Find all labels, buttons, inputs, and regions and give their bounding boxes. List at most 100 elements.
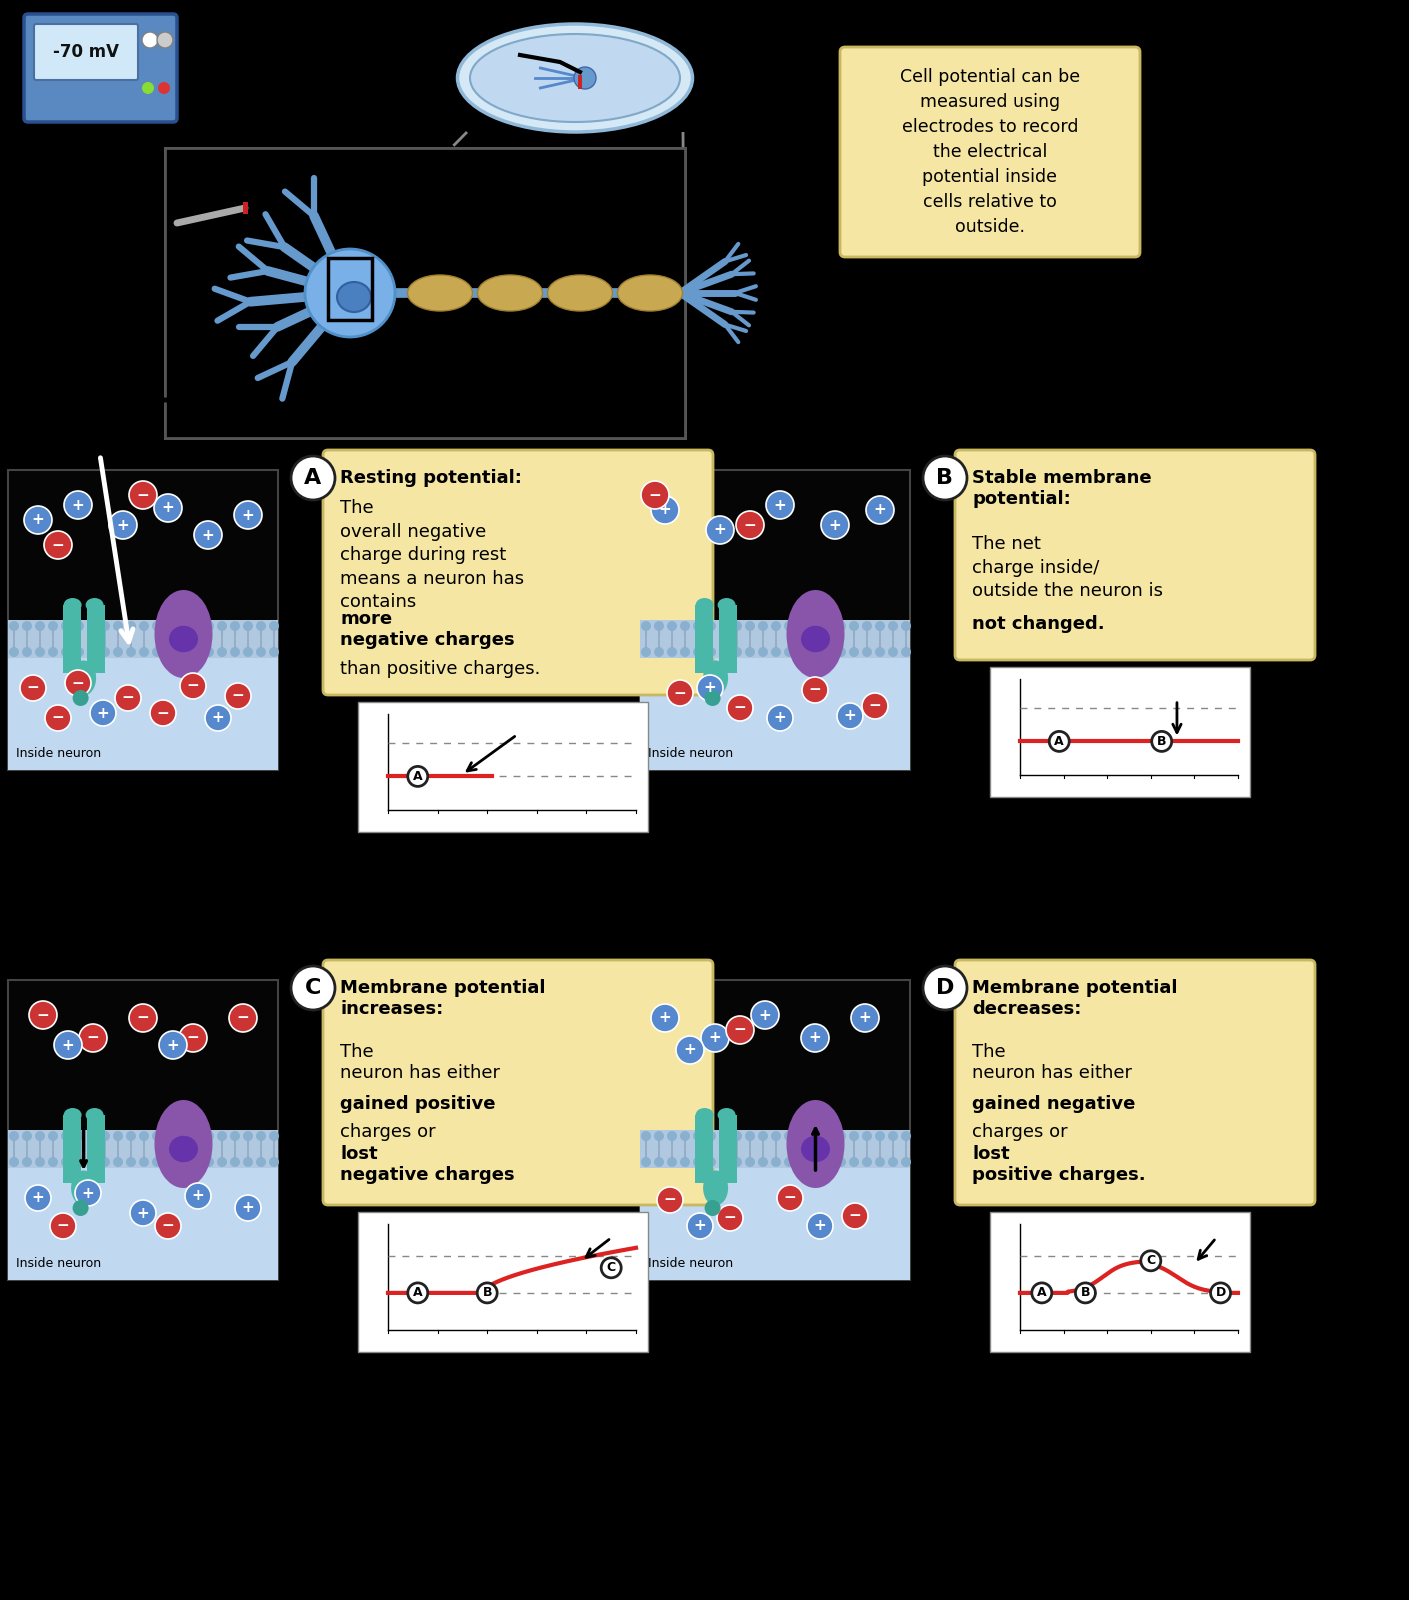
Text: +: +	[117, 517, 130, 533]
Circle shape	[256, 621, 266, 630]
Text: A: A	[304, 467, 321, 488]
Circle shape	[771, 621, 781, 630]
Bar	[719, 605, 737, 674]
Text: −: −	[664, 1192, 676, 1208]
Circle shape	[256, 646, 266, 658]
Circle shape	[688, 1213, 713, 1238]
Circle shape	[156, 32, 173, 48]
Text: +: +	[703, 680, 716, 696]
Text: +: +	[31, 512, 44, 528]
Circle shape	[888, 1157, 898, 1166]
Circle shape	[654, 621, 664, 630]
Circle shape	[75, 621, 85, 630]
Bar	[8, 1130, 278, 1168]
Circle shape	[113, 621, 123, 630]
Ellipse shape	[86, 598, 104, 611]
Circle shape	[242, 1157, 254, 1166]
Circle shape	[54, 1030, 82, 1059]
Text: The
overall negative
charge during rest
means a neuron has
contains: The overall negative charge during rest …	[340, 499, 524, 611]
Circle shape	[745, 1157, 755, 1166]
Circle shape	[165, 1157, 175, 1166]
Ellipse shape	[155, 590, 213, 678]
Text: −: −	[72, 675, 85, 691]
Circle shape	[35, 646, 45, 658]
Circle shape	[269, 1157, 279, 1166]
Circle shape	[178, 1157, 187, 1166]
FancyBboxPatch shape	[323, 450, 713, 694]
Text: Potential (mV): Potential (mV)	[971, 694, 981, 770]
Circle shape	[758, 1131, 768, 1141]
Ellipse shape	[717, 598, 735, 611]
Circle shape	[719, 621, 728, 630]
Circle shape	[783, 1157, 795, 1166]
Text: −: −	[724, 1211, 737, 1226]
Ellipse shape	[786, 590, 844, 678]
Circle shape	[1031, 1283, 1051, 1302]
Circle shape	[125, 621, 137, 630]
Circle shape	[256, 1157, 266, 1166]
Circle shape	[651, 1005, 679, 1032]
Circle shape	[862, 1157, 872, 1166]
Circle shape	[666, 646, 676, 658]
Text: +: +	[241, 507, 255, 523]
Circle shape	[783, 1131, 795, 1141]
Text: −: −	[52, 538, 65, 552]
Text: +: +	[62, 1037, 75, 1053]
Circle shape	[651, 496, 679, 525]
Text: Potential (mV): Potential (mV)	[340, 1245, 349, 1318]
Circle shape	[706, 1131, 716, 1141]
Circle shape	[192, 646, 201, 658]
Text: +: +	[72, 498, 85, 512]
Text: +: +	[201, 528, 214, 542]
Circle shape	[75, 1181, 101, 1206]
Circle shape	[242, 621, 254, 630]
Text: +: +	[844, 709, 857, 723]
Text: +: +	[809, 1030, 821, 1045]
Circle shape	[217, 1131, 227, 1141]
Circle shape	[45, 706, 70, 731]
Circle shape	[100, 621, 110, 630]
Circle shape	[269, 1131, 279, 1141]
Circle shape	[657, 1187, 683, 1213]
Circle shape	[139, 1157, 149, 1166]
Ellipse shape	[458, 24, 692, 133]
FancyBboxPatch shape	[24, 14, 178, 122]
Circle shape	[25, 1186, 51, 1211]
Text: A: A	[1054, 734, 1064, 747]
Circle shape	[693, 621, 703, 630]
Circle shape	[1141, 1251, 1161, 1270]
Circle shape	[61, 621, 70, 630]
Circle shape	[875, 646, 885, 658]
Circle shape	[783, 621, 795, 630]
Circle shape	[681, 621, 690, 630]
Circle shape	[654, 1131, 664, 1141]
Circle shape	[178, 621, 187, 630]
Circle shape	[8, 1131, 18, 1141]
Circle shape	[823, 1131, 833, 1141]
Circle shape	[776, 1186, 803, 1211]
Circle shape	[194, 522, 223, 549]
Circle shape	[745, 646, 755, 658]
Circle shape	[152, 1157, 162, 1166]
Bar	[8, 979, 278, 1280]
Circle shape	[269, 621, 279, 630]
Circle shape	[850, 646, 859, 658]
Ellipse shape	[63, 598, 82, 611]
Circle shape	[923, 456, 967, 499]
Circle shape	[810, 646, 820, 658]
Ellipse shape	[169, 1136, 199, 1162]
Circle shape	[766, 491, 795, 518]
FancyBboxPatch shape	[955, 960, 1315, 1205]
Circle shape	[61, 1157, 70, 1166]
Text: Potential (mV): Potential (mV)	[340, 730, 349, 805]
Circle shape	[666, 1157, 676, 1166]
Bar	[695, 1115, 713, 1182]
Text: −: −	[674, 685, 686, 701]
Circle shape	[225, 683, 251, 709]
Circle shape	[862, 646, 872, 658]
Circle shape	[719, 646, 728, 658]
Text: gained negative: gained negative	[972, 1094, 1136, 1114]
Text: +: +	[813, 1219, 826, 1234]
Text: +: +	[241, 1200, 255, 1216]
Circle shape	[823, 1157, 833, 1166]
